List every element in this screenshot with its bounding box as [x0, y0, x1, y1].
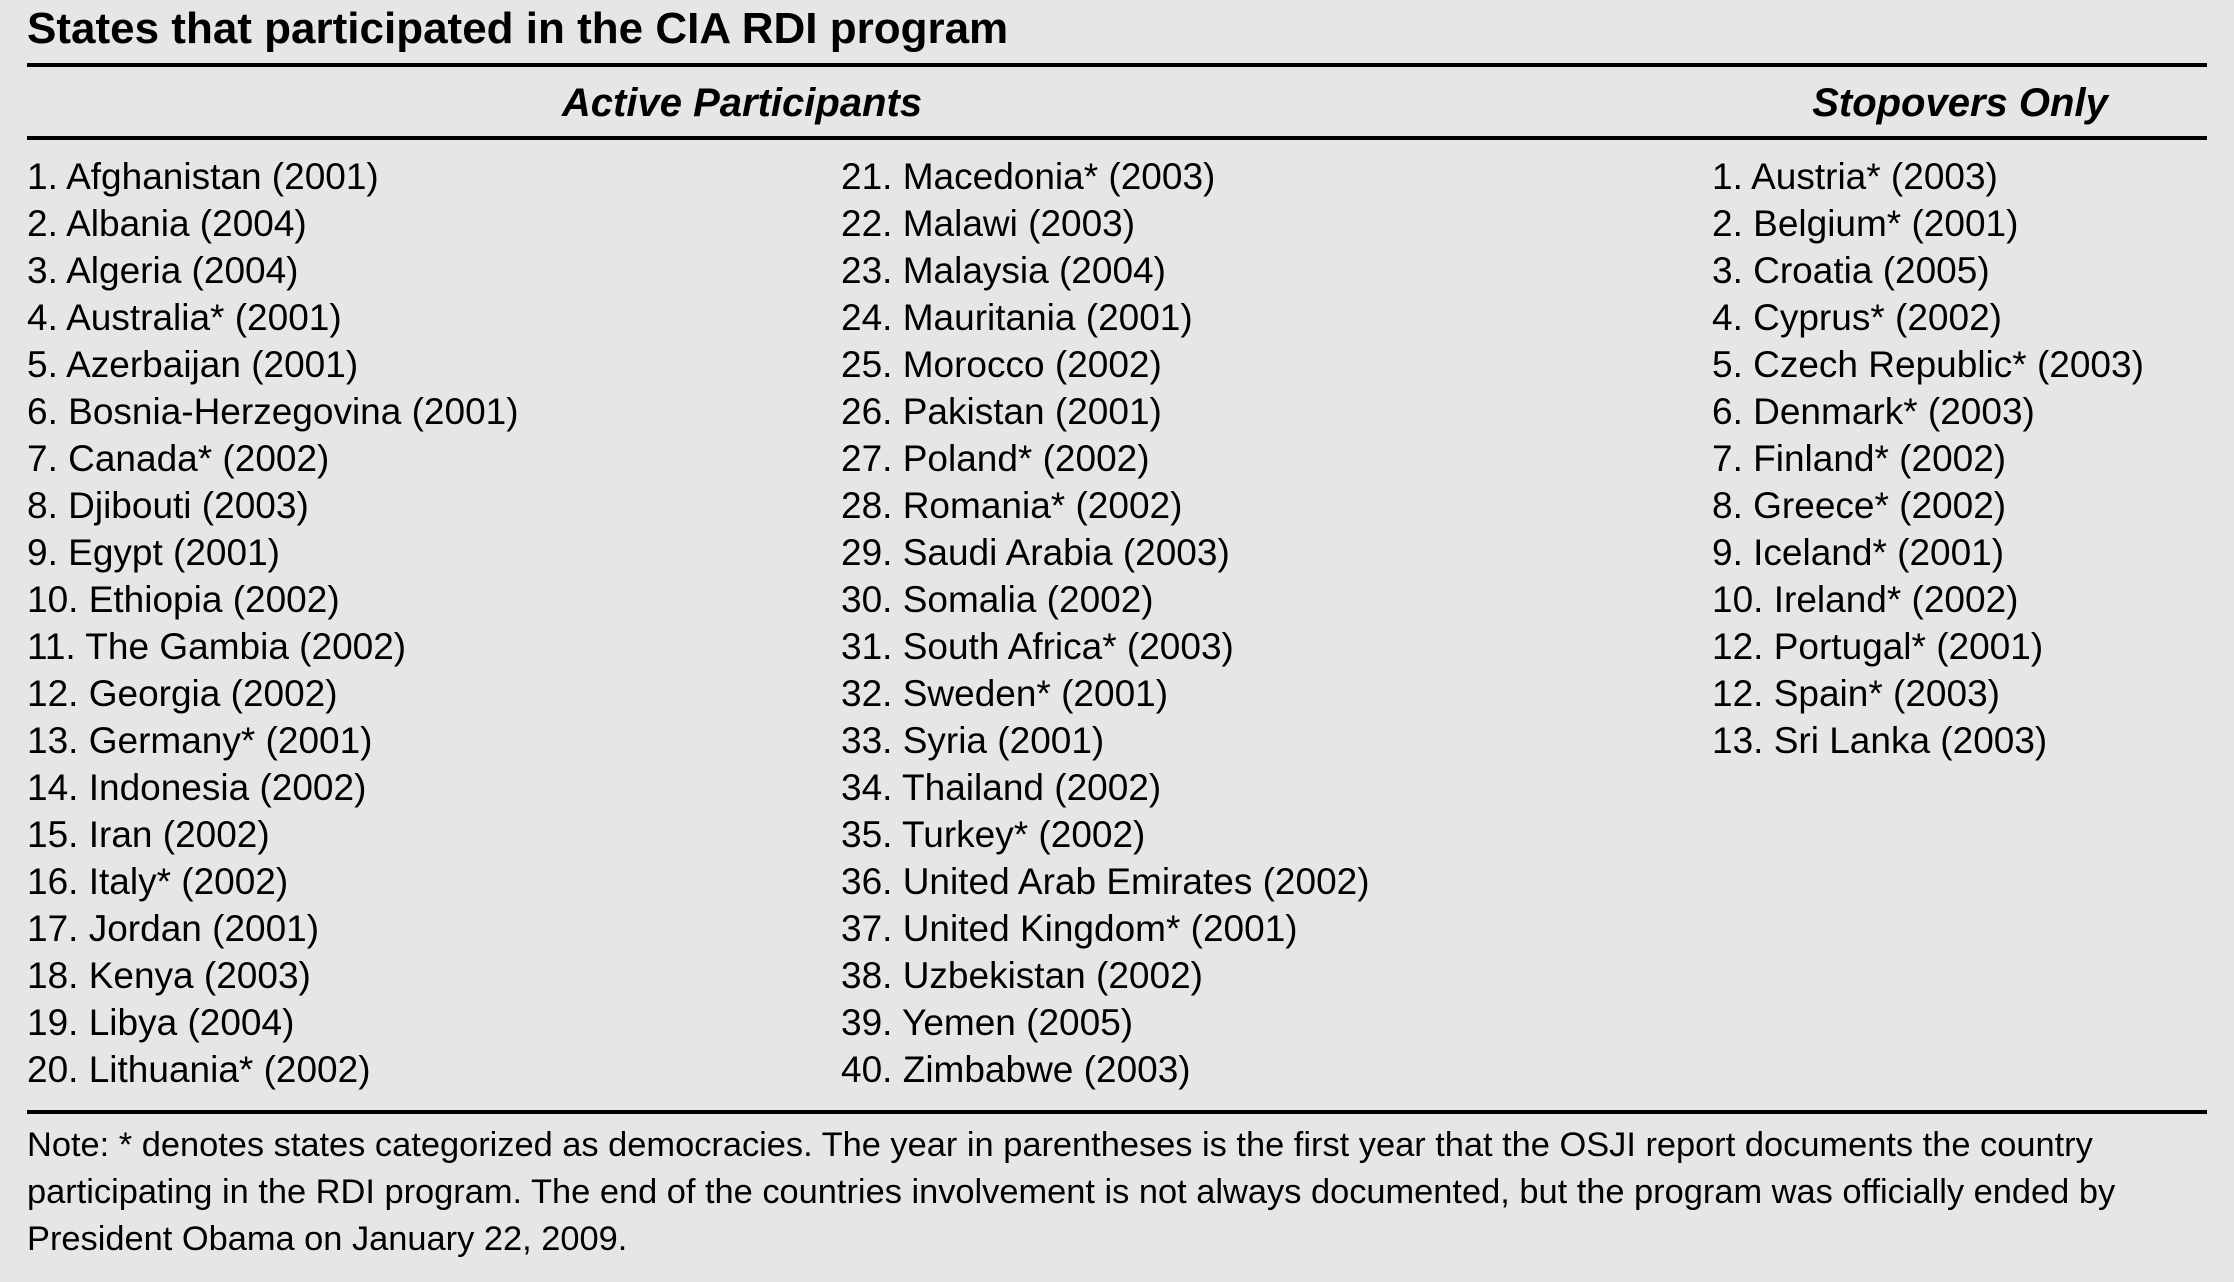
stopovers-column: 1. Austria* (2003) 2. Belgium* (2001) 3. C…: [1712, 153, 2144, 764]
list-item: 18. Kenya (2003): [27, 955, 311, 996]
list-item: 4. Australia* (2001): [27, 297, 342, 338]
table-title: States that participated in the CIA RDI …: [27, 4, 1009, 53]
list-item: 25. Morocco (2002): [841, 344, 1162, 385]
list-item: 22. Malawi (2003): [841, 203, 1136, 244]
list-item: 4. Cyprus* (2002): [1712, 297, 2002, 338]
list-item: 36. United Arab Emirates (2002): [841, 861, 1370, 902]
list-item: 11. The Gambia (2002): [27, 626, 407, 667]
list-item: 2. Albania (2004): [27, 203, 307, 244]
list-item: 8. Greece* (2002): [1712, 485, 2007, 526]
list-item: 20. Lithuania* (2002): [27, 1049, 371, 1090]
list-item: 35. Turkey* (2002): [841, 814, 1146, 855]
list-item: 23. Malaysia (2004): [841, 250, 1166, 291]
table-note: Note: * denotes states categorized as de…: [27, 1126, 2116, 1258]
list-item: 9. Egypt (2001): [27, 532, 280, 573]
list-item: 14. Indonesia (2002): [27, 767, 367, 808]
active-participants-header: Active Participants: [561, 81, 923, 125]
list-item: 16. Italy* (2002): [27, 861, 289, 902]
list-item: 7. Finland* (2002): [1712, 438, 2007, 479]
list-item: 39. Yemen (2005): [841, 1002, 1134, 1043]
active-participants-column-1: 1. Afghanistan (2001) 2. Albania (2004) 3.…: [27, 153, 519, 1093]
list-item: 13. Sri Lanka (2003): [1712, 720, 2048, 761]
list-item: 10. Ethiopia (2002): [27, 579, 340, 620]
list-item: 38. Uzbekistan (2002): [841, 955, 1203, 996]
list-item: 12. Georgia (2002): [27, 673, 338, 714]
list-item: 19. Libya (2004): [27, 1002, 295, 1043]
list-item: 2. Belgium* (2001): [1712, 203, 2019, 244]
list-item: 3. Algeria (2004): [27, 250, 299, 291]
list-item: 24. Mauritania (2001): [841, 297, 1193, 338]
list-item: 12. Portugal* (2001): [1712, 626, 2044, 667]
list-item: 13. Germany* (2001): [27, 720, 373, 761]
bottom-rule: [27, 1110, 2207, 1114]
list-item: 10. Ireland* (2002): [1712, 579, 2019, 620]
header-rule: [27, 136, 2207, 140]
list-item: 33. Syria (2001): [841, 720, 1105, 761]
list-item: 12. Spain* (2003): [1712, 673, 2000, 714]
list-item: 9. Iceland* (2001): [1712, 532, 2005, 573]
list-item: 28. Romania* (2002): [841, 485, 1183, 526]
list-item: 21. Macedonia* (2003): [841, 156, 1216, 197]
list-item: 40. Zimbabwe (2003): [841, 1049, 1191, 1090]
list-item: 30. Somalia (2002): [841, 579, 1154, 620]
list-item: 5. Czech Republic* (2003): [1712, 344, 2144, 385]
list-item: 1. Afghanistan (2001): [27, 156, 379, 197]
list-item: 5. Azerbaijan (2001): [27, 344, 359, 385]
list-item: 29. Saudi Arabia (2003): [841, 532, 1230, 573]
list-item: 27. Poland* (2002): [841, 438, 1150, 479]
stopovers-only-header: Stopovers Only: [1812, 81, 2108, 125]
active-participants-column-2: 21. Macedonia* (2003) 22. Malawi (2003) 23…: [841, 153, 1370, 1093]
list-item: 17. Jordan (2001): [27, 908, 320, 949]
list-item: 1. Austria* (2003): [1712, 156, 1998, 197]
list-item: 3. Croatia (2005): [1712, 250, 1990, 291]
list-item: 7. Canada* (2002): [27, 438, 330, 479]
list-item: 6. Bosnia-Herzegovina (2001): [27, 391, 519, 432]
list-item: 32. Sweden* (2001): [841, 673, 1169, 714]
list-item: 26. Pakistan (2001): [841, 391, 1162, 432]
list-item: 6. Denmark* (2003): [1712, 391, 2035, 432]
list-item: 34. Thailand (2002): [841, 767, 1162, 808]
top-rule: [27, 63, 2207, 67]
list-item: 15. Iran (2002): [27, 814, 270, 855]
list-item: 8. Djibouti (2003): [27, 485, 309, 526]
list-item: 31. South Africa* (2003): [841, 626, 1234, 667]
list-item: 37. United Kingdom* (2001): [841, 908, 1298, 949]
